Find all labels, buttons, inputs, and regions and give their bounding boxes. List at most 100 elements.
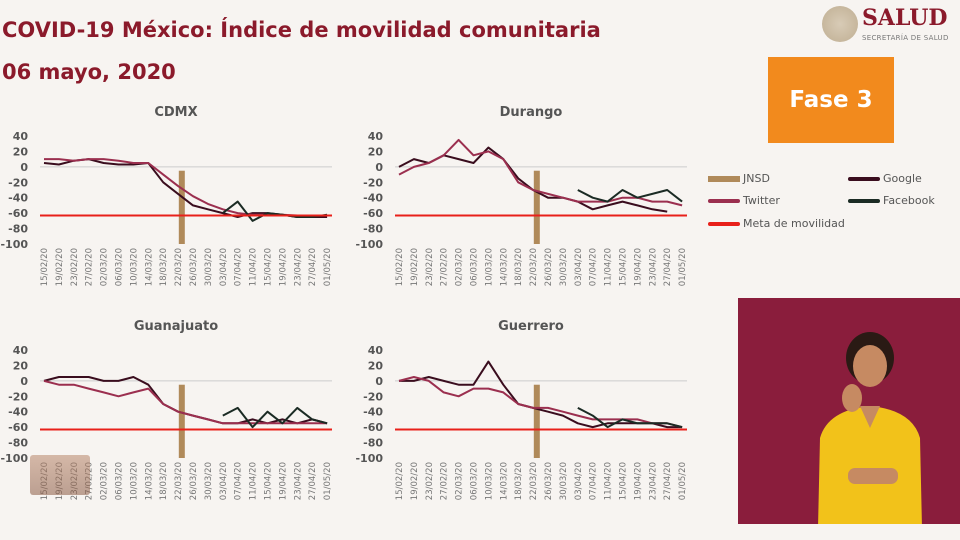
- series-line-google: [43, 376, 328, 425]
- x-tick-label: 26/03/20: [544, 248, 554, 286]
- x-tick-label: 07/04/20: [234, 462, 244, 500]
- decorative-mural: [30, 455, 90, 495]
- interpreter-figure: [818, 332, 922, 524]
- y-tick-label: 0: [375, 161, 383, 174]
- x-tick-label: 02/03/20: [100, 462, 110, 500]
- series-line-twitter: [398, 376, 683, 429]
- y-tick-label: 20: [13, 359, 29, 372]
- legend-label: Google: [883, 172, 922, 185]
- x-tick-label: 27/04/20: [308, 462, 318, 500]
- x-tick-label: 19/02/20: [410, 462, 420, 500]
- legend-label: Facebook: [883, 194, 935, 207]
- legend-label: Twitter: [743, 194, 780, 207]
- x-tick-label: 10/03/20: [484, 248, 494, 286]
- x-tick-label: 03/04/20: [219, 248, 229, 286]
- x-tick-label: 11/04/20: [604, 248, 614, 286]
- y-tick-label: -100: [355, 238, 383, 251]
- x-tick-label: 26/03/20: [189, 248, 199, 286]
- salud-logo: SALUD SECRETARÍA DE SALUD: [822, 4, 949, 43]
- x-tick-label: 27/02/20: [440, 462, 450, 500]
- page-title: COVID-19 México: Índice de movilidad com…: [2, 18, 601, 42]
- x-tick-label: 19/04/20: [278, 462, 288, 500]
- legend-item-jnsd: JNSD: [708, 172, 770, 185]
- x-tick-label: 11/04/20: [604, 462, 614, 500]
- x-tick-label: 07/04/20: [589, 248, 599, 286]
- x-tick-label: 01/05/20: [323, 248, 333, 286]
- y-tick-label: -40: [363, 406, 383, 419]
- x-tick-label: 15/02/20: [395, 462, 405, 500]
- x-tick-label: 30/03/20: [559, 462, 569, 500]
- y-tick-label: -80: [363, 437, 383, 450]
- series-line-facebook: [222, 406, 328, 429]
- x-tick-label: 02/03/20: [455, 462, 465, 500]
- x-tick-label: 03/04/20: [219, 462, 229, 500]
- y-tick-label: 0: [375, 375, 383, 388]
- x-tick-label: 03/04/20: [574, 248, 584, 286]
- legend-label: JNSD: [743, 172, 770, 185]
- y-tick-label: 40: [13, 130, 29, 143]
- y-tick-label: -40: [8, 406, 28, 419]
- x-tick-label: 23/04/20: [648, 248, 658, 286]
- x-tick-label: 23/02/20: [425, 462, 435, 500]
- x-tick-label: 27/04/20: [663, 462, 673, 500]
- x-tick-label: 19/04/20: [633, 462, 643, 500]
- series-line-facebook: [577, 189, 683, 203]
- x-tick-label: 06/03/20: [469, 248, 479, 286]
- y-tick-label: -40: [363, 192, 383, 205]
- legend-label: Meta de movilidad: [743, 217, 845, 230]
- series-line-google: [399, 360, 683, 429]
- legend-swatch: [708, 198, 740, 203]
- x-tick-label: 26/03/20: [544, 462, 554, 500]
- x-tick-label: 27/02/20: [440, 248, 450, 286]
- x-tick-label: 07/04/20: [234, 248, 244, 286]
- y-tick-label: -20: [8, 176, 28, 189]
- y-tick-label: 20: [368, 359, 384, 372]
- x-tick-label: 03/04/20: [574, 462, 584, 500]
- x-tick-label: 10/03/20: [129, 462, 139, 500]
- chart-title: Durango: [500, 105, 563, 120]
- x-tick-label: 15/02/20: [40, 248, 50, 286]
- jnsd-bar: [178, 384, 185, 458]
- legend-swatch: [708, 175, 740, 182]
- x-tick-label: 23/04/20: [293, 462, 303, 500]
- x-tick-label: 06/03/20: [114, 248, 124, 286]
- chart-title: Guanajuato: [134, 319, 218, 334]
- legend-item-facebook: Facebook: [848, 194, 935, 207]
- series-line-twitter: [44, 158, 328, 217]
- y-tick-label: -60: [363, 207, 383, 220]
- x-tick-label: 15/04/20: [618, 462, 628, 500]
- x-tick-label: 01/05/20: [323, 462, 333, 500]
- y-tick-label: -80: [8, 223, 28, 236]
- y-tick-label: -100: [355, 452, 383, 465]
- chart-title: CDMX: [154, 105, 197, 120]
- x-tick-label: 22/03/20: [529, 248, 539, 286]
- x-tick-label: 19/02/20: [55, 248, 65, 286]
- legend-item-google: Google: [848, 172, 922, 185]
- x-tick-label: 15/04/20: [263, 248, 273, 286]
- x-tick-label: 30/03/20: [204, 462, 214, 500]
- chart-title: Guerrero: [498, 319, 564, 334]
- x-tick-label: 18/03/20: [159, 248, 169, 286]
- phase-badge: Fase 3: [768, 57, 894, 143]
- x-tick-label: 14/03/20: [499, 248, 509, 286]
- y-tick-label: -40: [8, 192, 28, 205]
- y-tick-label: -100: [0, 452, 28, 465]
- y-tick-label: 40: [368, 344, 384, 357]
- x-tick-label: 30/03/20: [204, 248, 214, 286]
- jnsd-bar: [178, 170, 185, 244]
- chart-guerrero: Guerrero 40 20 0 -20 -40 -60 -80 -100 15/02/20 19/…: [355, 314, 695, 514]
- y-tick-label: 40: [368, 130, 384, 143]
- x-tick-label: 27/04/20: [663, 248, 673, 286]
- x-tick-label: 10/03/20: [129, 248, 139, 286]
- chart-cdmx: CDMX 40 20 0 -20 -40 -60 -80 -100 15/02/20 19/02/2…: [0, 100, 340, 300]
- x-tick-label: 27/04/20: [308, 248, 318, 286]
- x-tick-label: 19/04/20: [633, 248, 643, 286]
- y-tick-label: -20: [8, 390, 28, 403]
- x-tick-label: 22/03/20: [529, 462, 539, 500]
- y-tick-label: -20: [363, 176, 383, 189]
- logo-subtext: SECRETARÍA DE SALUD: [862, 34, 949, 42]
- jnsd-bar: [533, 384, 540, 458]
- y-tick-label: -60: [363, 421, 383, 434]
- chart-svg: CDMX 40 20 0 -20 -40 -60 -80 -100 15/02/20 19/02/2…: [0, 105, 333, 286]
- x-tick-label: 15/02/20: [395, 248, 405, 286]
